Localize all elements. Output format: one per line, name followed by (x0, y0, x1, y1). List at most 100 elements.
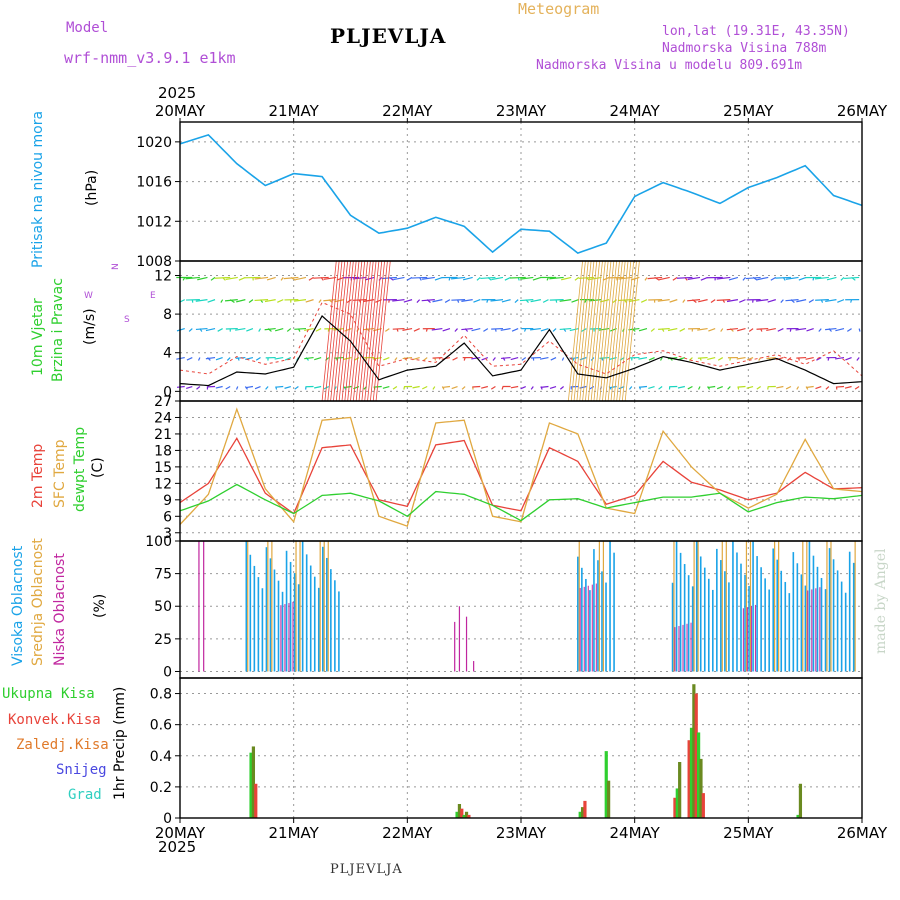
cloud-bar (800, 574, 803, 672)
wind-arrow (195, 299, 208, 302)
cloud-bar (788, 593, 791, 672)
cloud-bar (674, 627, 676, 672)
wind-band-stripe (350, 260, 366, 402)
wind-arrow (612, 299, 618, 303)
wind-arrow (588, 299, 602, 302)
wind-arrow (274, 356, 284, 360)
wind-arrow (710, 299, 716, 303)
cloud-bar (465, 616, 468, 672)
wind-arrow (318, 299, 322, 303)
wind-arrow (805, 356, 814, 360)
wind-arrow (770, 276, 777, 281)
wind-arrow (483, 328, 489, 332)
x-tick-label-top: 26MAY (837, 102, 888, 120)
cloud-bar (724, 571, 726, 672)
precip-bar (673, 797, 677, 818)
cloud-bar (695, 541, 698, 672)
wind-arrow (785, 299, 799, 302)
wind-arrow (236, 299, 246, 303)
wind-arrow (245, 385, 254, 389)
wind-arrow (700, 276, 708, 281)
cloud-bar (716, 548, 718, 672)
x-tick-label-top: 24MAY (610, 102, 661, 120)
temp2m-ylabel: 2m Temp (30, 443, 46, 508)
cloud-bar (327, 541, 329, 672)
wind-arrow (687, 276, 701, 280)
wind-arrow (648, 385, 655, 389)
wind-arrow (836, 385, 845, 388)
wind-arrow (667, 327, 678, 332)
cloud-bar (203, 541, 205, 672)
compass-e: E (150, 291, 156, 301)
x-tick-label-bottom: 20MAY (155, 824, 206, 842)
wind-arrow (461, 327, 473, 331)
cloud-bar (602, 541, 605, 672)
cloud-bar (289, 561, 292, 672)
cloud-bar (265, 547, 268, 672)
wind-arrow (589, 276, 602, 281)
precip-bar (692, 684, 696, 818)
cloud-bar (748, 585, 750, 672)
wind-band-stripe (369, 260, 385, 402)
cloud-bar (458, 606, 461, 672)
cloud-bar (852, 562, 855, 672)
wind-arrow (540, 328, 549, 332)
wind-arrow (798, 276, 807, 281)
cloud-bar (581, 567, 583, 672)
wind-arrow (520, 385, 526, 390)
cloud-bar (720, 560, 722, 672)
precip-bar (607, 780, 611, 818)
temp-line-1 (179, 407, 863, 528)
x-tick-label-top: 23MAY (496, 102, 547, 120)
cloud-bar (299, 541, 301, 672)
cloud-bar (699, 556, 702, 672)
wind-arrow (305, 299, 314, 303)
cloud-bar (772, 548, 774, 672)
wind-arrow (295, 276, 307, 281)
cloud-bar (811, 589, 813, 672)
wind-arrow (254, 276, 269, 280)
wind-arrow (717, 357, 724, 361)
precip-bar (675, 788, 679, 818)
y-tick-label: 1016 (136, 175, 172, 191)
wind-arrow (835, 328, 845, 332)
wind-arrow (480, 276, 496, 280)
station-title: PLJEVLJA (330, 24, 447, 48)
wind-band-stripe (619, 260, 635, 402)
legend-total: Ukupna Kisa (2, 686, 95, 702)
wind-arrow (490, 386, 496, 390)
wind-arrow (235, 327, 246, 331)
wind-arrow (737, 328, 746, 332)
cloud-bar (712, 589, 714, 672)
wind-arrow (334, 299, 345, 303)
precip-bar (604, 751, 608, 818)
y-tick-label: 21 (154, 427, 172, 443)
precip-bar (701, 793, 705, 818)
cloud-bar (679, 552, 682, 672)
wind-arrow (188, 328, 193, 332)
wind-arrow (561, 276, 572, 281)
wind-arrow (501, 299, 511, 303)
cloud-bar (593, 549, 595, 672)
model-name: wrf-nmm_v3.9.1 e1km (64, 49, 236, 67)
legend-graupel: Grad (68, 787, 102, 803)
cloud-bar (756, 556, 758, 672)
wind-arrow (246, 328, 254, 332)
wind-arrow (214, 276, 231, 279)
cloud-bar (597, 560, 599, 672)
wind-arrow (238, 276, 246, 281)
wind-arrow (837, 299, 845, 303)
footer-station: PLJEVLJA (330, 862, 403, 877)
y-tick-label: 0.6 (150, 718, 172, 734)
precip-bar (467, 814, 471, 818)
wind-arrow (808, 299, 815, 303)
cloud-bar (675, 541, 678, 672)
wind-arrow (510, 385, 519, 389)
wind-arrow (840, 276, 845, 281)
wind-arrow (766, 356, 776, 360)
cloud-bar (277, 580, 280, 672)
wind-arrow (471, 356, 481, 360)
wind-arrow (846, 328, 852, 332)
cloud-bar (776, 559, 779, 672)
